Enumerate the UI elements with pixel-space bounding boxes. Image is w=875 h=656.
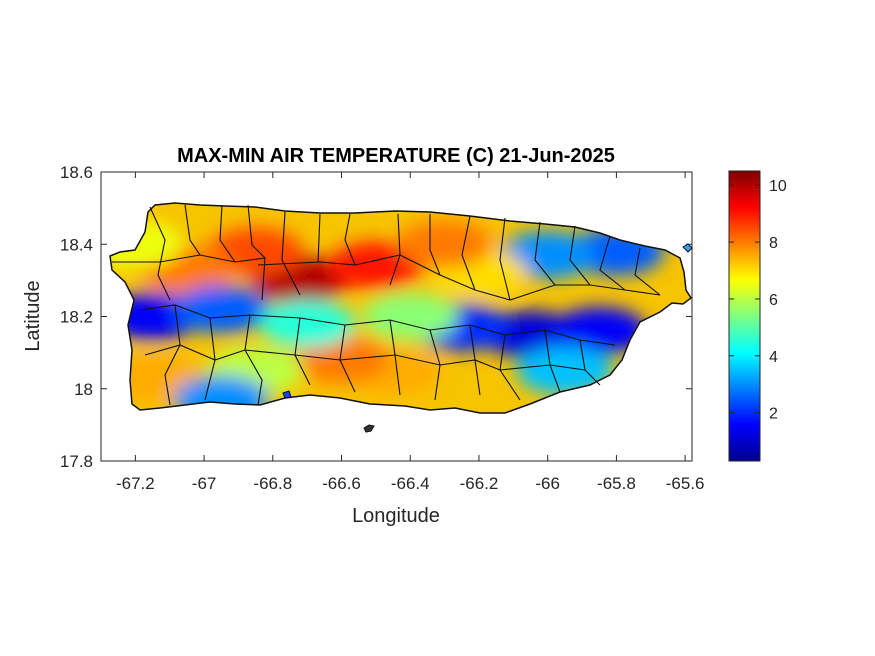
colorbar-tick-label: 6 <box>769 292 778 309</box>
y-tick-label: 17.8 <box>60 452 93 471</box>
boundary-line <box>474 284 661 301</box>
boundary-line <box>257 254 476 291</box>
chart-title: MAX-MIN AIR TEMPERATURE (C) 21-Jun-2025 <box>177 145 615 167</box>
boundary-line <box>634 247 661 296</box>
colorbar <box>728 170 761 462</box>
small-island <box>363 424 375 433</box>
boundary-line <box>244 314 263 406</box>
boundary-line <box>429 214 441 276</box>
field-region <box>516 346 613 395</box>
field-region <box>551 306 648 355</box>
field-blobs <box>110 220 665 413</box>
boundary-line <box>344 213 356 266</box>
x-tick-label: -66.4 <box>391 474 430 493</box>
boundary-line <box>461 215 476 291</box>
colorbar-tick-label: 10 <box>769 178 787 195</box>
boundary-line <box>149 206 171 301</box>
x-tick-label: -67 <box>192 474 217 493</box>
boundary-line <box>247 204 266 301</box>
boundary-line <box>317 213 321 263</box>
x-tick-label: -66.8 <box>253 474 292 493</box>
field-region <box>259 299 356 348</box>
small-island <box>682 243 693 253</box>
small-island <box>282 390 292 399</box>
boundary-line <box>219 204 236 263</box>
field-region <box>173 285 270 334</box>
x-tick-label: -66 <box>535 474 560 493</box>
x-tick-label: -65.6 <box>666 474 705 493</box>
boundary-line <box>344 319 616 346</box>
colorbar-tick-label: 4 <box>769 349 778 366</box>
colorbar-tick-label: 8 <box>769 235 778 252</box>
boundary-line <box>281 211 301 296</box>
y-axis-label: Latitude <box>22 280 44 351</box>
boundary-line <box>184 204 201 256</box>
y-tick-label: 18.6 <box>60 163 93 182</box>
x-tick-label: -66.6 <box>322 474 361 493</box>
y-axis: 18.6 18.4 18.2 18 17.8 <box>60 163 692 471</box>
x-tick-label: -66.2 <box>460 474 499 493</box>
x-axis-label: Longitude <box>352 505 440 527</box>
boundary-line <box>139 304 346 326</box>
boundary-line <box>599 235 626 291</box>
boundary-line <box>499 217 511 301</box>
temperature-field <box>110 203 691 413</box>
colorbar-ticks: 10 8 6 4 2 <box>729 178 787 423</box>
boundary-line <box>534 221 556 286</box>
field-region <box>362 292 459 341</box>
boundary-line <box>164 304 181 406</box>
x-tick-label: -65.8 <box>597 474 636 493</box>
x-axis: -67.2 -67 -66.8 -66.6 -66.4 -66.2 -66 -65.8 -65.… <box>116 172 705 493</box>
field-region <box>396 220 493 269</box>
boundary-line <box>569 225 591 286</box>
island-outline <box>109 202 693 414</box>
x-tick-label: -67.2 <box>116 474 155 493</box>
y-tick-label: 18 <box>74 380 93 399</box>
boundary-line <box>144 344 586 371</box>
y-tick-label: 18.4 <box>60 235 93 254</box>
colorbar-tick-label: 2 <box>769 406 778 423</box>
y-tick-label: 18.2 <box>60 308 93 327</box>
municipality-boundaries <box>112 204 661 406</box>
